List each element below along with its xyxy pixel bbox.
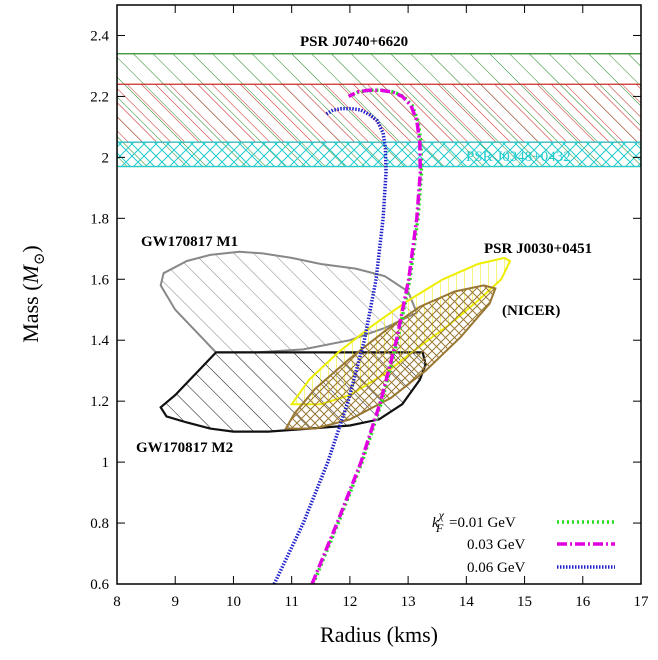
psr0030-label: PSR J0030+0451 [484,241,592,257]
series-line-2 [272,106,388,584]
legend-label-2: 0.06 GeV [467,560,525,576]
legend-prefix-sub: F [435,521,444,535]
x-tick-label-0: 8 [113,594,121,610]
y-tick-label-0: 0.6 [90,577,109,593]
y-tick-label-1: 0.8 [90,516,109,532]
y-tick-label-5: 1.6 [90,272,109,288]
legend-prefix-sup: χ [438,508,445,522]
band-2 [117,141,641,168]
ticks-layer: 8 9 10 11 12 13 14 15 16 17 0.6 0.8 1 1.2 1.4 1.6 1.8 2 2.… [90,5,649,610]
y-tick-label-2: 1 [102,455,110,471]
legend-prefix-k: k [432,515,439,531]
nicer-label: (NICER) [502,303,560,319]
x-tick-label-7: 15 [517,594,532,610]
legend-label-0: =0.01 GeV [449,515,516,531]
legend: kχ F =0.01 GeV 0.03 GeV 0.06 GeV [432,508,615,576]
band-1 [117,83,641,143]
bands-layer [117,53,641,168]
y-axis-title-symbol: M [18,263,43,284]
svg-text:Mass (M⊙): Mass (M⊙) [18,245,48,343]
y-axis-title-main: Mass ( [18,283,43,342]
psr0348-label: PSR J0348+0432 [466,149,571,165]
gw-m1-label: GW170817 M1 [141,234,238,250]
series-layer [272,88,424,584]
x-tick-label-1: 9 [171,594,179,610]
legend-prefix: kχ F [432,508,445,535]
y-tick-label-7: 2 [102,150,110,166]
x-tick-label-8: 16 [575,594,591,610]
x-tick-label-4: 12 [342,594,357,610]
x-tick-label-9: 17 [634,594,650,610]
y-tick-label-3: 1.2 [90,394,109,410]
series-line-1 [310,88,423,584]
x-tick-label-3: 11 [284,594,298,610]
x-tick-label-6: 14 [459,594,475,610]
y-axis-title: Mass (M⊙) [18,245,48,343]
x-tick-label-5: 13 [401,594,416,610]
y-axis-title-end: ) [18,245,43,252]
plot-frame [116,4,642,585]
series-line-0 [311,88,424,584]
regions-layer [159,250,512,433]
x-tick-label-2: 10 [226,594,241,610]
y-tick-label-8: 2.2 [90,89,109,105]
gw-m2-label: GW170817 M2 [136,440,233,456]
y-tick-label-9: 2.4 [90,28,109,44]
y-tick-label-6: 1.8 [90,211,109,227]
y-axis-title-sub: ⊙ [32,253,48,266]
y-tick-label-4: 1.4 [90,333,109,349]
psr0740-label: PSR J0740+6620 [300,34,408,50]
legend-label-1: 0.03 GeV [467,537,525,553]
x-axis-title: Radius (kms) [320,622,438,647]
